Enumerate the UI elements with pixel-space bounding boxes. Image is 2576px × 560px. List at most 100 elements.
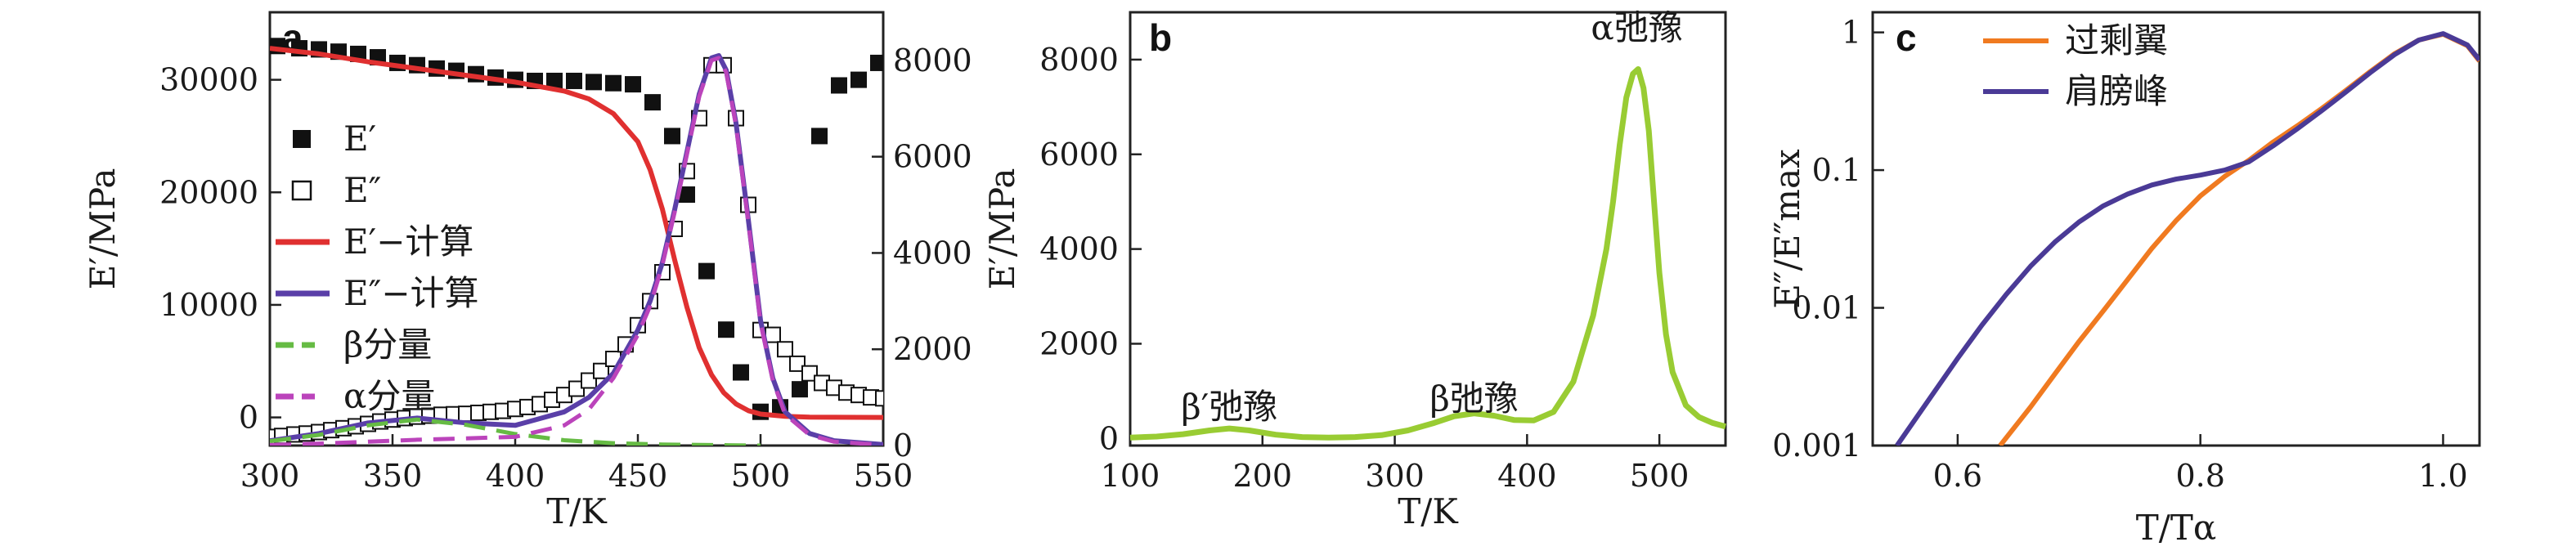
data-point-e-storage (605, 74, 622, 92)
data-point-e-loss (801, 365, 818, 382)
y-tick-label: 1 (1842, 15, 1861, 51)
legend-label: E″−计算 (343, 273, 479, 313)
panel-b-label: b (1149, 16, 1172, 59)
panel-c-label: c (1896, 16, 1917, 59)
y-tick-label: 0.001 (1772, 428, 1861, 464)
panel-a-legend: E′ E″ E′−计算 E″−计算 β分量 α分量 (276, 119, 479, 416)
panel-c-y-axis-label: E″/E″max (1767, 149, 1807, 309)
data-point-e-storage (850, 71, 867, 88)
x-tick-label: 200 (1233, 458, 1293, 494)
panel-a-frame (268, 11, 885, 447)
legend-label: β分量 (343, 325, 432, 365)
x-tick-label: 1.0 (2418, 458, 2467, 494)
data-point-e-storage (664, 128, 680, 145)
x-tick-label: 500 (731, 458, 791, 494)
panel-a-series (270, 38, 883, 446)
y-tick-label: 20000 (159, 174, 258, 210)
y-tick-label: 6000 (1039, 137, 1119, 172)
annotation-beta-relaxation: β弛豫 (1429, 379, 1518, 419)
panel-c-y-ticks: 0.001 0.01 0.1 1 (1772, 15, 1884, 464)
x-tick-label: 300 (1365, 458, 1425, 494)
panel-a-x-axis-label: T/K (546, 491, 608, 531)
x-tick-label: 450 (608, 458, 668, 494)
y-tick-label: 0 (239, 400, 258, 436)
y-tick-label: 0.1 (1812, 152, 1861, 188)
panel-b-x-axis-label: T/K (1398, 491, 1459, 531)
legend-label: E″ (343, 170, 381, 210)
x-tick-label: 0.6 (1933, 458, 1982, 494)
data-point-e-loss (789, 355, 806, 372)
data-point-e-loss (765, 326, 781, 343)
y2-tick-label: 6000 (893, 139, 972, 175)
annotation-beta-prime-relaxation: β′弛豫 (1181, 387, 1277, 427)
data-point-e-loss (581, 372, 597, 389)
data-point-e-storage (718, 321, 734, 338)
panel-a-y-ticks: 0 10000 20000 30000 (159, 62, 281, 436)
panel-c-series (1895, 31, 2480, 446)
data-point-e-storage (625, 76, 641, 93)
data-point-e-storage (644, 94, 661, 111)
data-point-e-storage (870, 54, 883, 71)
legend-marker-open-square (291, 180, 312, 201)
data-point-e-storage (586, 74, 602, 91)
panel-c-x-axis-label: T/Tα (2136, 508, 2217, 548)
y-tick-label: 4000 (1039, 231, 1119, 267)
legend-label: 过剩翼 (2065, 20, 2168, 60)
data-point-e-loss (875, 390, 883, 407)
y-tick-label: 0.01 (1792, 290, 1861, 326)
panel-c-x-ticks: 0.6 0.8 1.0 (1933, 434, 2468, 494)
data-point-e-storage (792, 381, 808, 398)
panel-b-x-ticks: 100 200 300 400 500 (1101, 434, 1690, 494)
legend-label: E′ (343, 119, 376, 159)
x-tick-label: 300 (240, 458, 300, 494)
panel-b-annotations: β′弛豫 β弛豫 α弛豫 (1181, 8, 1682, 427)
panel-a-y2-ticks: 0 2000 4000 6000 8000 (872, 43, 972, 464)
data-point-e-loss (568, 380, 585, 397)
data-point-e-storage (698, 262, 715, 280)
legend-label: α分量 (343, 376, 435, 416)
y-tick-label: 30000 (159, 62, 258, 98)
panel-b-series (1129, 66, 1726, 441)
data-point-e-loss (777, 341, 793, 358)
x-tick-label: 550 (854, 458, 913, 494)
annotation-alpha-relaxation: α弛豫 (1591, 8, 1682, 48)
legend-label: E′−计算 (343, 222, 473, 262)
panel-c-frame (1871, 11, 2481, 447)
legend-label: 肩膀峰 (2065, 71, 2168, 111)
x-tick-label: 400 (1497, 458, 1557, 494)
data-point-e-storage (831, 77, 847, 94)
y-tick-label: 10000 (159, 287, 258, 323)
y-tick-label: 8000 (1039, 42, 1119, 78)
y2-tick-label: 2000 (893, 331, 972, 367)
x-tick-label: 0.8 (2175, 458, 2224, 494)
x-tick-label: 400 (486, 458, 545, 494)
data-point-e-storage (733, 364, 749, 381)
series-line-beta-component (270, 417, 761, 446)
panel-b-y-axis-label: E′/MPa (982, 168, 1022, 290)
x-tick-label: 350 (363, 458, 423, 494)
panel-b: b 100 200 300 400 500 0 2000 4000 6000 8000 β′弛豫… (982, 8, 1727, 531)
y-tick-label: 0 (1099, 420, 1119, 456)
data-point-e-storage (679, 186, 695, 204)
data-point-e-storage (566, 72, 582, 89)
panel-b-frame (1129, 11, 1727, 447)
y2-tick-label: 4000 (893, 235, 972, 271)
panel-a-y-axis-label: E′/MPa (83, 168, 123, 290)
y-tick-label: 2000 (1039, 325, 1119, 361)
data-point-e-loss (593, 362, 609, 379)
y2-tick-label: 0 (893, 428, 913, 464)
y2-tick-label: 8000 (893, 43, 972, 78)
data-point-e-storage (811, 128, 828, 145)
series-line-alpha-component (270, 56, 883, 446)
panel-a-x-ticks: 300 350 400 450 500 550 (240, 434, 913, 494)
series-line-shoulder-peak (1895, 31, 2480, 446)
panel-b-y-ticks: 0 2000 4000 6000 8000 (1039, 42, 1142, 456)
series-line-storage-modulus (1129, 66, 1726, 441)
x-tick-label: 500 (1630, 458, 1690, 494)
legend-marker-filled-square (293, 130, 311, 148)
x-tick-label: 100 (1101, 458, 1160, 494)
